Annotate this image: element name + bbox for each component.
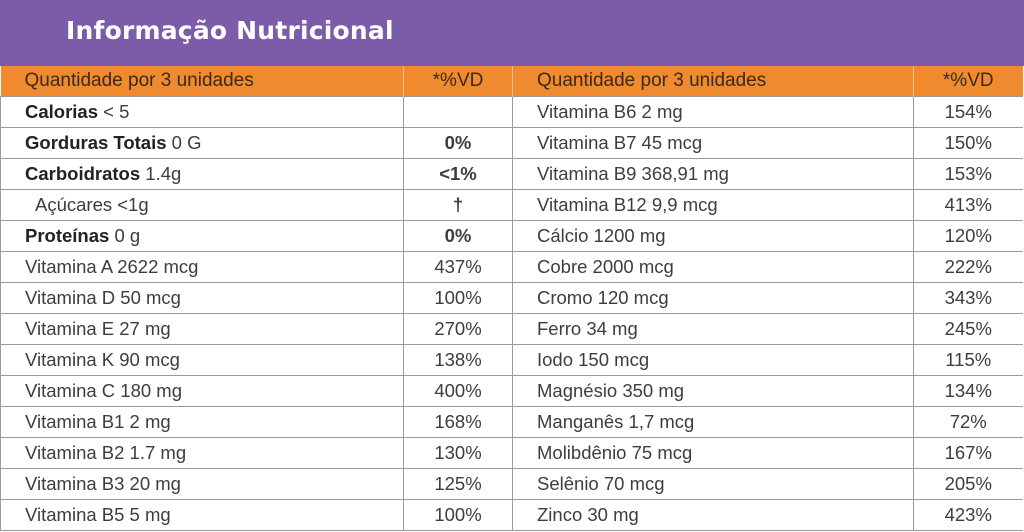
nutrient-right: Selênio 70 mcg [512,468,914,500]
vd-right: 245% [913,313,1023,345]
table-row: Vitamina C 180 mg 400% Magnésio 350 mg 134% [0,375,1023,407]
table-row: Vitamina B5 5 mg 100% Zinco 30 mg 423% [0,499,1023,531]
nutrient-amount: 1.4g [145,163,182,184]
vd-left: 100% [403,282,513,314]
vd-left: 168% [403,406,513,438]
vd-left: <1% [403,158,513,190]
nutrient-amount: 0 G [171,132,202,153]
nutrient-amount: 0 g [114,225,141,246]
vd-right: 120% [913,220,1023,252]
vd-left: 437% [403,251,513,283]
nutrient-right: Molibdênio 75 mcg [512,437,914,469]
nutrient-right: Iodo 150 mcg [512,344,914,376]
vd-right: 150% [913,127,1023,159]
vd-right: 154% [913,96,1023,128]
page-title: Informação Nutricional [66,16,394,45]
vd-left: † [403,189,513,221]
vd-left: 0% [403,220,513,252]
nutrient-right: Vitamina B12 9,9 mcg [512,189,914,221]
table-row: Vitamina K 90 mcg 138% Iodo 150 mcg 115% [0,344,1023,376]
vd-right: 167% [913,437,1023,469]
nutrient-left: Açúcares <1g [0,189,404,221]
nutrient-name: Proteínas [25,225,110,246]
vd-right: 134% [913,375,1023,407]
vd-left: 0% [403,127,513,159]
table-row: Gorduras Totais 0 G 0% Vitamina B7 45 mcg 1… [0,127,1023,159]
nutrient-left: Vitamina B5 5 mg [0,499,404,531]
nutrient-amount: < 5 [103,101,130,122]
nutrient-right: Vitamina B7 45 mcg [512,127,914,159]
table-row: Vitamina D 50 mcg 100% Cromo 120 mcg 343% [0,282,1023,314]
col-header-quantity-left: Quantidade por 3 unidades [0,66,404,97]
table-row: Vitamina B1 2 mg 168% Manganês 1,7 mcg 72% [0,406,1023,438]
nutrition-table: Quantidade por 3 unidades *%VD Quantidad… [0,66,1023,531]
nutrient-left: Proteínas 0 g [0,220,404,252]
nutrient-right: Vitamina B9 368,91 mg [512,158,914,190]
nutrient-left: Vitamina C 180 mg [0,375,404,407]
nutrient-right: Zinco 30 mg [512,499,914,531]
vd-left: 130% [403,437,513,469]
nutrient-left: Vitamina A 2622 mcg [0,251,404,283]
vd-right: 153% [913,158,1023,190]
vd-left: 270% [403,313,513,345]
nutrient-right: Magnésio 350 mg [512,375,914,407]
nutrient-name: Carboidratos [25,163,141,184]
table-row: Calorias < 5 Vitamina B6 2 mg 154% [0,96,1023,128]
table-row: Vitamina E 27 mg 270% Ferro 34 mg 245% [0,313,1023,345]
table-row: Carboidratos 1.4g <1% Vitamina B9 368,91 m… [0,158,1023,190]
title-banner: Informação Nutricional [0,0,1024,66]
vd-left: 125% [403,468,513,500]
table-row: Açúcares <1g † Vitamina B12 9,9 mcg 413% [0,189,1023,221]
vd-right: 413% [913,189,1023,221]
vd-right: 222% [913,251,1023,283]
nutrient-left: Vitamina B3 20 mg [0,468,404,500]
vd-right: 343% [913,282,1023,314]
nutrient-left: Calorias < 5 [0,96,404,128]
vd-right: 423% [913,499,1023,531]
vd-right: 115% [913,344,1023,376]
col-header-quantity-right: Quantidade por 3 unidades [512,66,914,97]
table-row: Proteínas 0 g 0% Cálcio 1200 mg 120% [0,220,1023,252]
nutrient-left: Vitamina D 50 mcg [0,282,404,314]
vd-left: 100% [403,499,513,531]
nutrient-name: Gorduras Totais [25,132,167,153]
vd-left [403,96,513,128]
table-row: Vitamina B3 20 mg 125% Selênio 70 mcg 205% [0,468,1023,500]
vd-right: 72% [913,406,1023,438]
nutrient-left: Vitamina E 27 mg [0,313,404,345]
nutrient-right: Ferro 34 mg [512,313,914,345]
vd-right: 205% [913,468,1023,500]
nutrient-right: Cromo 120 mcg [512,282,914,314]
col-header-vd-right: *%VD [913,66,1023,97]
nutrient-left: Gorduras Totais 0 G [0,127,404,159]
vd-left: 400% [403,375,513,407]
nutrient-right: Manganês 1,7 mcg [512,406,914,438]
table-row: Vitamina A 2622 mcg 437% Cobre 2000 mcg 222… [0,251,1023,283]
col-header-vd-left: *%VD [403,66,513,97]
vd-left: 138% [403,344,513,376]
nutrient-right: Vitamina B6 2 mg [512,96,914,128]
nutrient-right: Cálcio 1200 mg [512,220,914,252]
nutrient-name: Calorias [25,101,99,122]
nutrient-left: Vitamina B1 2 mg [0,406,404,438]
nutrient-right: Cobre 2000 mcg [512,251,914,283]
nutrient-left: Vitamina K 90 mcg [0,344,404,376]
nutrient-left: Vitamina B2 1.7 mg [0,437,404,469]
table-header-row: Quantidade por 3 unidades *%VD Quantidad… [0,66,1023,97]
table-row: Vitamina B2 1.7 mg 130% Molibdênio 75 mcg 1… [0,437,1023,469]
nutrient-left: Carboidratos 1.4g [0,158,404,190]
